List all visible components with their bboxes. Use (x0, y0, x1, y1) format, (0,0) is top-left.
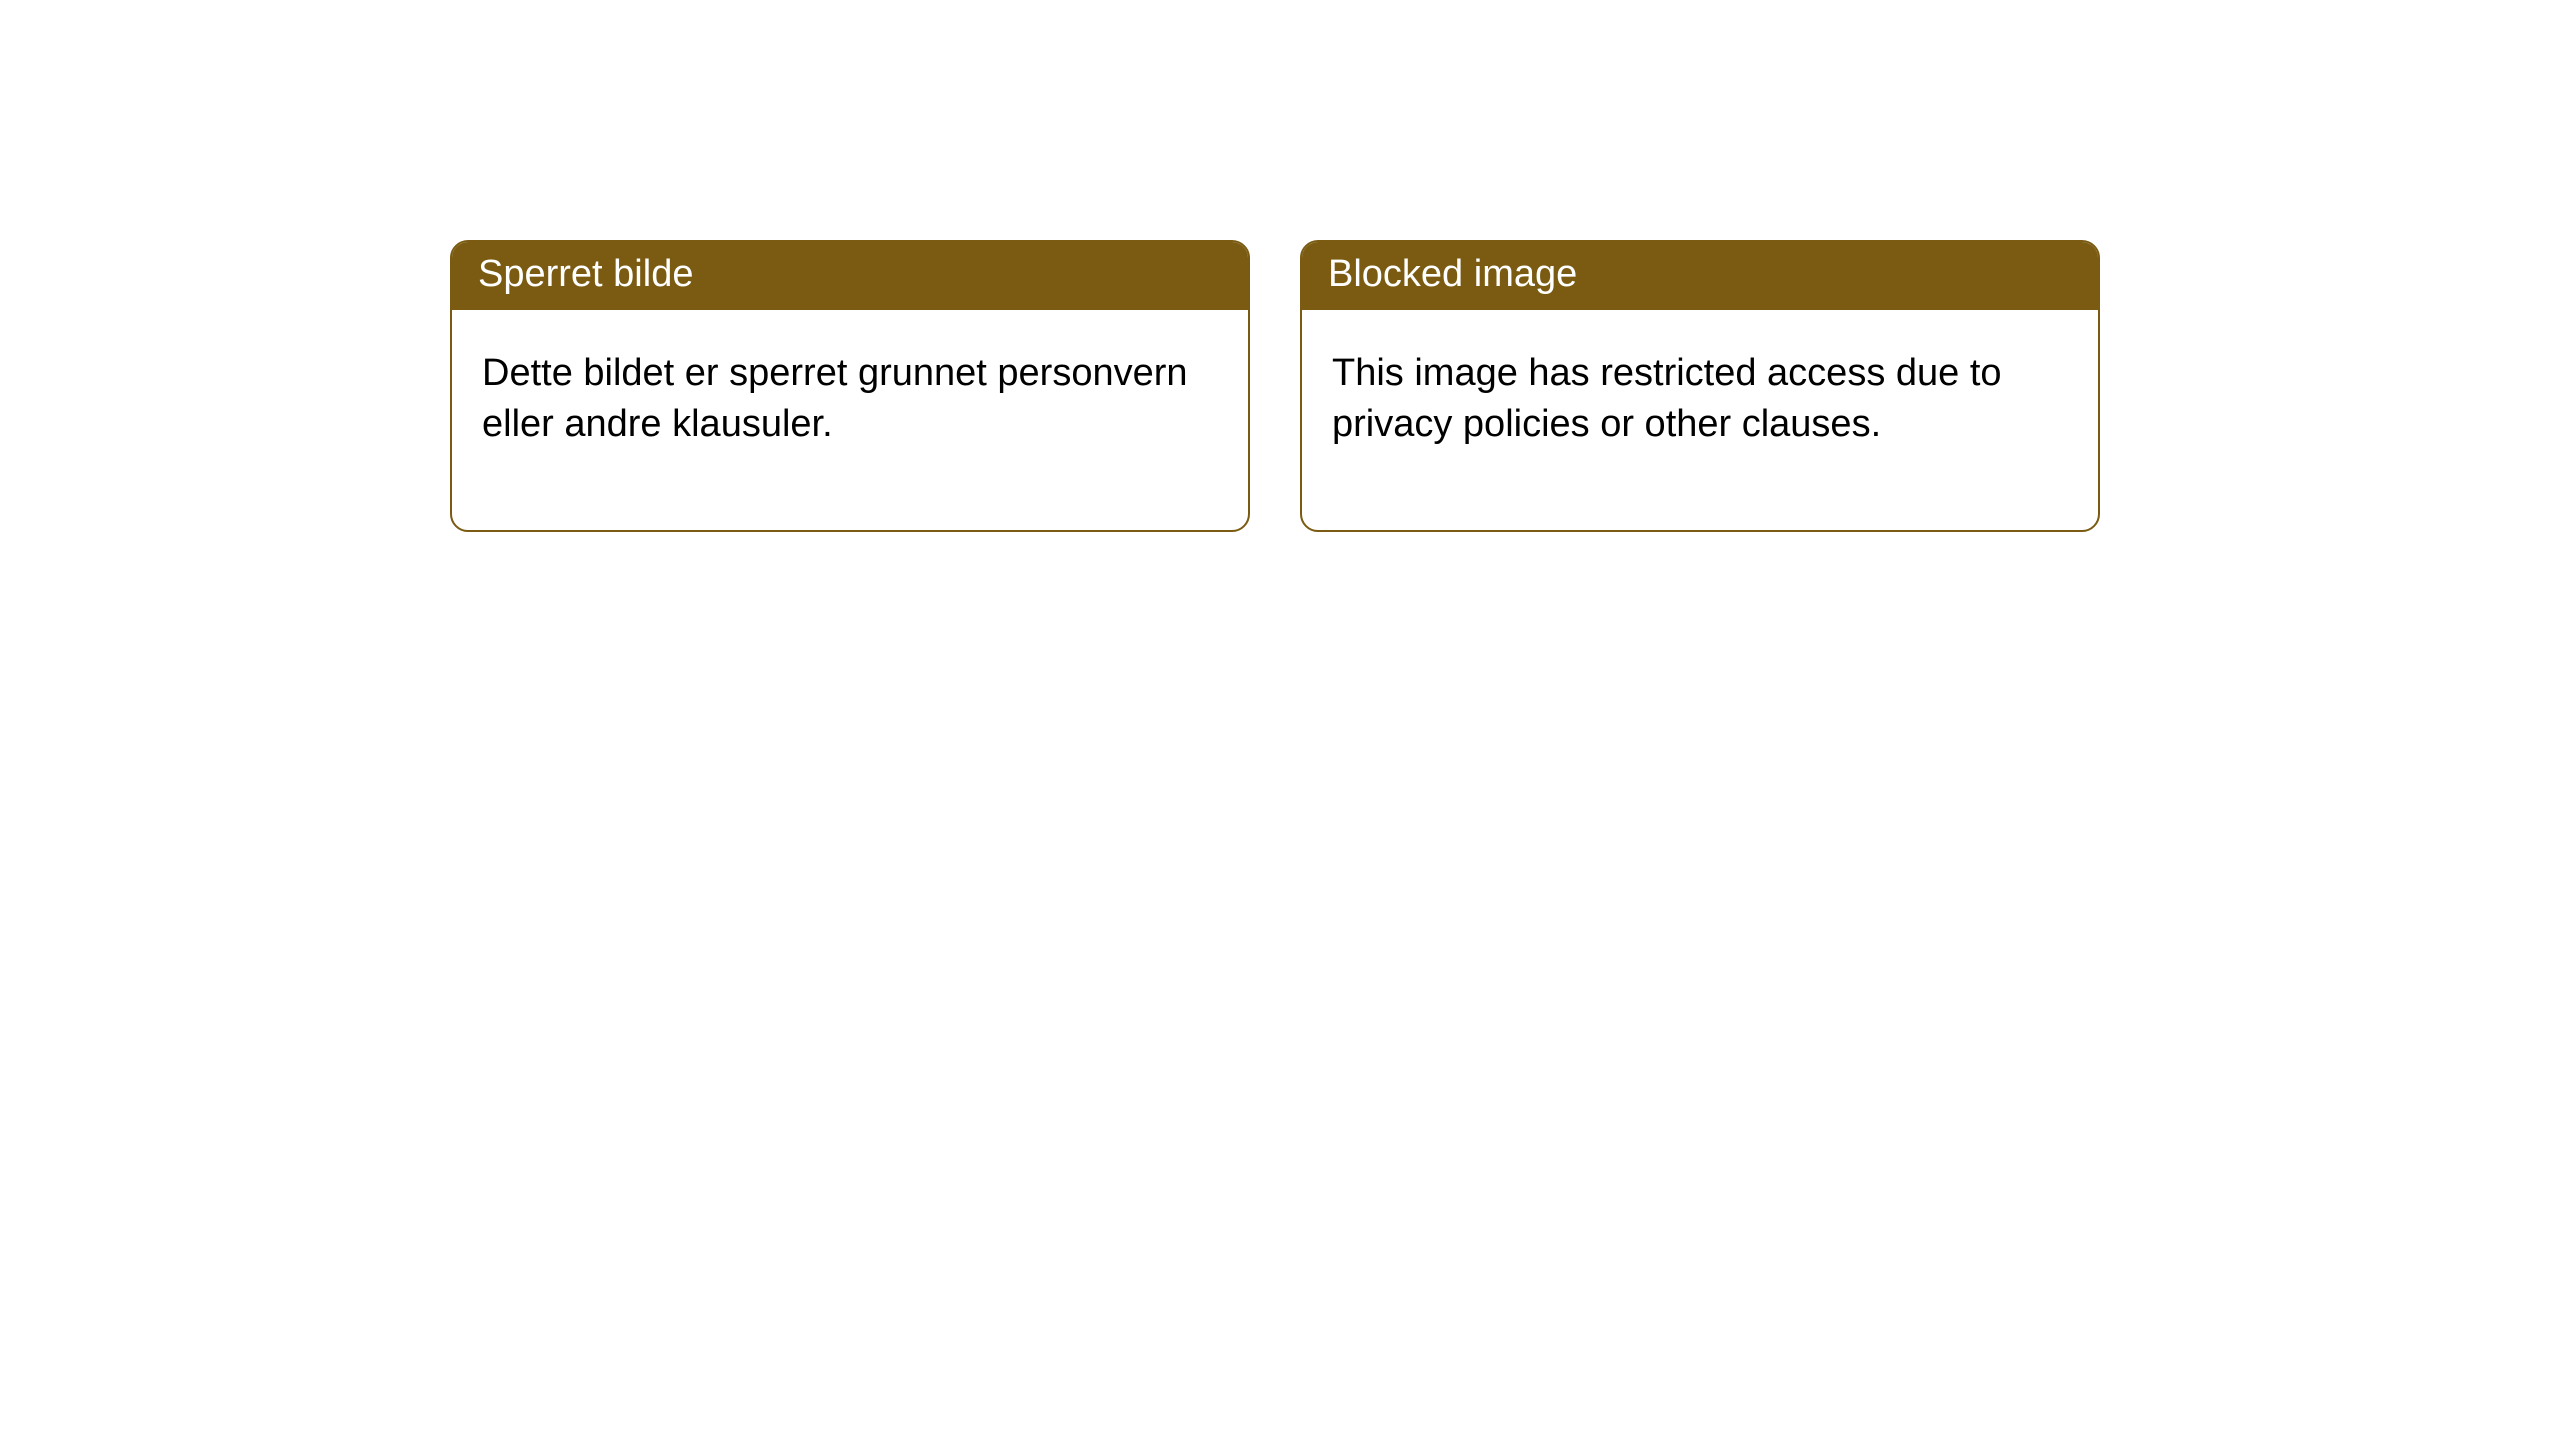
notice-card-norwegian: Sperret bilde Dette bildet er sperret gr… (450, 240, 1250, 532)
notice-card-title: Blocked image (1302, 242, 2098, 310)
notice-container: Sperret bilde Dette bildet er sperret gr… (0, 0, 2560, 532)
notice-card-title: Sperret bilde (452, 242, 1248, 310)
notice-card-body: This image has restricted access due to … (1302, 310, 2098, 531)
notice-card-body: Dette bildet er sperret grunnet personve… (452, 310, 1248, 531)
notice-card-english: Blocked image This image has restricted … (1300, 240, 2100, 532)
